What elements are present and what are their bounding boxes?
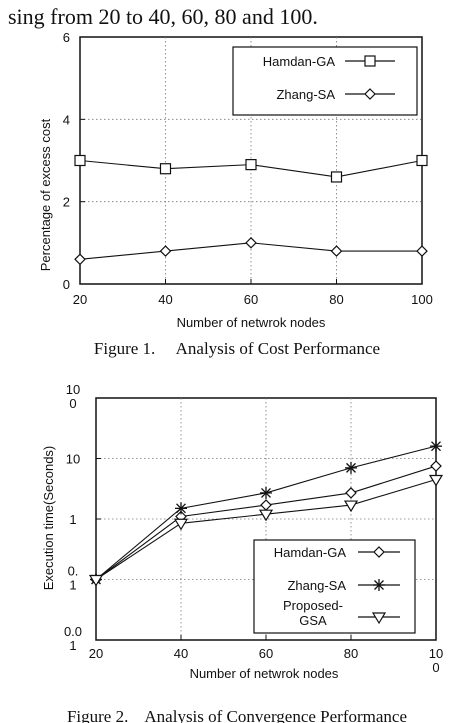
chart2-x-axis-label: Number of netwrok nodes bbox=[190, 666, 339, 681]
chart2-y-tick-label: 0.0 1 bbox=[64, 624, 82, 653]
chart2-x-tick-label: 10 0 bbox=[429, 646, 443, 675]
chart1-data-point-0 bbox=[416, 154, 428, 167]
chart2-data-point-1 bbox=[175, 502, 187, 515]
convergence-performance-chart: 20 40 60 80 10 0 0.0 1 0. 1 1 10 10 0 Execution time(… bbox=[41, 382, 443, 681]
chart2-x-tick-label: 60 bbox=[259, 646, 273, 661]
chart2-x-tick-label: 40 bbox=[174, 646, 188, 661]
chart2-data-point-1 bbox=[260, 486, 272, 499]
chart2-data-point-1 bbox=[345, 461, 357, 474]
chart1-x-tick-label: 100 bbox=[411, 292, 433, 307]
chart1-data-point-1 bbox=[416, 245, 428, 257]
chart2-data-point-0 bbox=[260, 499, 272, 511]
chart2-y-axis-label: Execution time(Seconds) bbox=[41, 446, 56, 591]
chart2-legend-label-proposed: Proposed-GSA bbox=[283, 598, 343, 628]
cost-performance-chart: 20 40 60 80 100 0 2 4 6 Percentage of excess cos… bbox=[38, 30, 433, 330]
chart2-legend-label-zhang: Zhang-SA bbox=[287, 578, 346, 593]
chart1-data-point-1 bbox=[245, 236, 257, 249]
chart2-y-tick-label: 0. 1 bbox=[68, 564, 79, 593]
chart1-x-axis-label: Number of netwrok nodes bbox=[177, 315, 326, 330]
chart1-data-point-1 bbox=[330, 245, 343, 257]
chart1-x-tick-label: 20 bbox=[73, 292, 87, 307]
chart1-x-tick-label: 40 bbox=[158, 292, 172, 307]
chart2-legend-hamdan-marker bbox=[373, 546, 385, 558]
chart1-y-tick-label: 0 bbox=[63, 277, 70, 292]
chart1-legend-hamdan-marker bbox=[364, 55, 376, 67]
chart1-legend-label-hamdan: Hamdan-GA bbox=[263, 54, 336, 69]
chart1-data-point-0 bbox=[330, 171, 343, 183]
chart1-data-point-1 bbox=[159, 245, 172, 257]
chart1-legend-swatch-zhang bbox=[345, 88, 395, 100]
chart1-legend-swatch-hamdan bbox=[345, 55, 395, 67]
chart2-y-tick-label: 10 0 bbox=[66, 382, 80, 411]
chart2-data-point-2 bbox=[88, 574, 104, 587]
chart2-data-point-1 bbox=[430, 440, 442, 453]
chart2-data-point-0 bbox=[430, 460, 442, 472]
chart1-x-tick-label: 80 bbox=[329, 292, 343, 307]
chart2-legend-label-hamdan: Hamdan-GA bbox=[274, 545, 347, 560]
chart1-y-tick-label: 2 bbox=[63, 195, 70, 210]
chart1-y-tick-label: 4 bbox=[63, 112, 70, 127]
top-text: sing from 20 to 40, 60, 80 and 100. bbox=[8, 4, 318, 29]
chart1-legend: Hamdan-GA Zhang-SA bbox=[232, 46, 418, 116]
chart2-x-tick-label: 80 bbox=[344, 646, 358, 661]
chart2-data-point-2 bbox=[173, 518, 189, 531]
chart1-data-point-0 bbox=[74, 154, 86, 167]
chart1-caption: Figure 1. Analysis of Cost Performance bbox=[94, 339, 380, 358]
chart2-data-point-2 bbox=[343, 500, 359, 513]
chart1-legend-label-zhang: Zhang-SA bbox=[276, 87, 335, 102]
chart1-legend-box bbox=[232, 46, 418, 116]
chart2-data-point-0 bbox=[345, 487, 357, 499]
chart2-legend-proposed-marker bbox=[371, 612, 387, 625]
chart2-legend-zhang-marker bbox=[373, 579, 385, 591]
chart2-data-point-2 bbox=[258, 509, 274, 522]
chart1-data-point-0 bbox=[245, 159, 257, 171]
chart1-y-axis-label: Percentage of excess cost bbox=[38, 118, 53, 271]
chart1-y-tick-label: 6 bbox=[63, 30, 70, 45]
chart2-y-tick-label: 1 bbox=[69, 512, 76, 527]
chart2-y-tick-label: 10 bbox=[66, 452, 80, 467]
chart2-legend-swatch-proposed bbox=[358, 612, 400, 625]
bottom-text: Figure 2. Analysis of Convergence Perfor… bbox=[67, 707, 407, 723]
chart2-x-tick-label: 20 bbox=[89, 646, 103, 661]
chart1-x-tick-label: 60 bbox=[244, 292, 258, 307]
chart2-legend: Hamdan-GA Zhang-SA Proposed-GSA bbox=[253, 539, 416, 634]
chart2-legend-swatch-hamdan bbox=[358, 546, 400, 558]
chart1-data-point-1 bbox=[74, 253, 86, 266]
chart2-legend-swatch-zhang bbox=[358, 579, 400, 591]
chart2-data-point-2 bbox=[428, 474, 444, 487]
chart1-legend-zhang-marker bbox=[364, 88, 376, 100]
chart1-data-point-0 bbox=[159, 163, 172, 175]
